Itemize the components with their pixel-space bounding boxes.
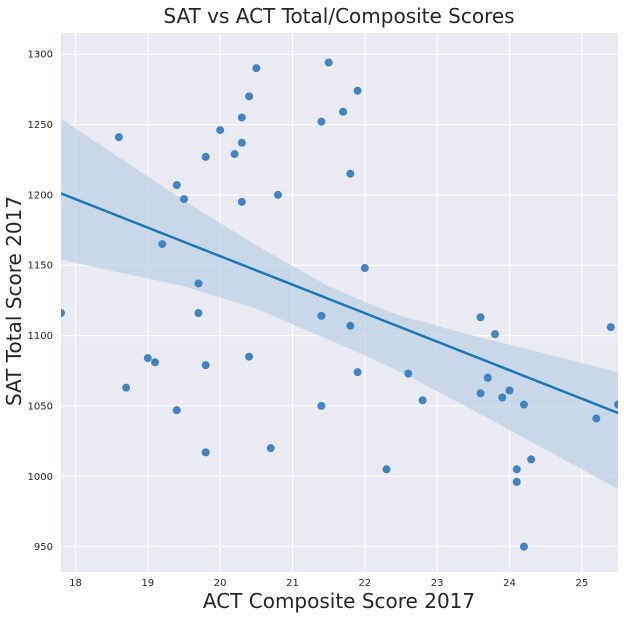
data-point	[172, 406, 181, 415]
x-tick-label: 21	[286, 578, 299, 589]
y-tick-label: 1300	[28, 50, 53, 61]
data-point	[317, 401, 326, 410]
data-point	[274, 190, 283, 199]
chart-title: SAT vs ACT Total/Composite Scores	[163, 4, 514, 28]
data-point	[353, 86, 362, 95]
data-point	[143, 354, 152, 363]
data-point	[266, 444, 275, 453]
data-point	[614, 400, 618, 409]
data-point	[201, 448, 210, 457]
data-point	[346, 169, 355, 178]
data-point	[114, 133, 123, 142]
data-point	[216, 126, 225, 135]
data-point	[324, 58, 333, 67]
x-tick-label: 19	[141, 578, 154, 589]
x-tick-label: 20	[214, 578, 227, 589]
x-tick-label: 25	[575, 578, 588, 589]
data-point	[519, 400, 528, 409]
data-point	[194, 309, 203, 318]
data-point	[606, 323, 615, 332]
data-point	[346, 321, 355, 330]
x-tick-label: 23	[431, 578, 444, 589]
data-point	[245, 92, 254, 101]
data-point	[158, 240, 167, 249]
data-point	[317, 311, 326, 320]
data-point	[512, 465, 521, 474]
plot-area: 18 19 20 21 22 23 24 25 950 1000 1050 1100 1150 1200 1…	[28, 33, 618, 589]
y-tick-label: 1250	[28, 120, 53, 131]
y-axis-label: SAT Total Score 2017	[2, 196, 26, 406]
x-tick-label: 18	[69, 578, 82, 589]
data-point	[353, 368, 362, 377]
data-point	[245, 352, 254, 361]
y-tick-label: 1050	[28, 401, 53, 412]
data-point	[519, 542, 528, 551]
data-point	[592, 414, 601, 423]
data-point	[61, 309, 65, 318]
x-tick-label: 22	[358, 578, 371, 589]
data-point	[317, 117, 326, 126]
data-point	[483, 373, 492, 382]
x-tick-label: 24	[503, 578, 516, 589]
regression-line	[61, 192, 618, 415]
data-point	[339, 107, 348, 116]
y-tick-label: 1200	[28, 190, 53, 201]
data-point	[360, 264, 369, 273]
data-point	[151, 358, 160, 367]
data-point	[512, 477, 521, 486]
data-point	[194, 279, 203, 288]
data-point	[404, 369, 413, 378]
y-tick-label: 950	[34, 542, 53, 553]
data-point	[201, 361, 210, 370]
data-point	[230, 150, 239, 159]
data-point	[491, 330, 500, 339]
data-point	[122, 383, 131, 392]
x-axis-label: ACT Composite Score 2017	[203, 589, 475, 613]
data-point	[505, 386, 514, 395]
data-point	[252, 64, 261, 73]
data-point	[476, 313, 485, 322]
data-point	[172, 180, 181, 189]
data-point	[498, 393, 507, 402]
y-tick-label: 1150	[28, 261, 53, 272]
data-point	[382, 465, 391, 474]
data-point	[237, 197, 246, 206]
y-tick-label: 1000	[28, 472, 53, 483]
data-point	[476, 389, 485, 398]
plot-content	[61, 58, 618, 551]
data-point	[418, 396, 427, 405]
data-point	[179, 195, 188, 204]
y-tick-label: 1100	[28, 331, 53, 342]
data-point	[237, 113, 246, 122]
data-point	[527, 455, 536, 464]
data-point	[237, 138, 246, 147]
data-point	[201, 152, 210, 161]
